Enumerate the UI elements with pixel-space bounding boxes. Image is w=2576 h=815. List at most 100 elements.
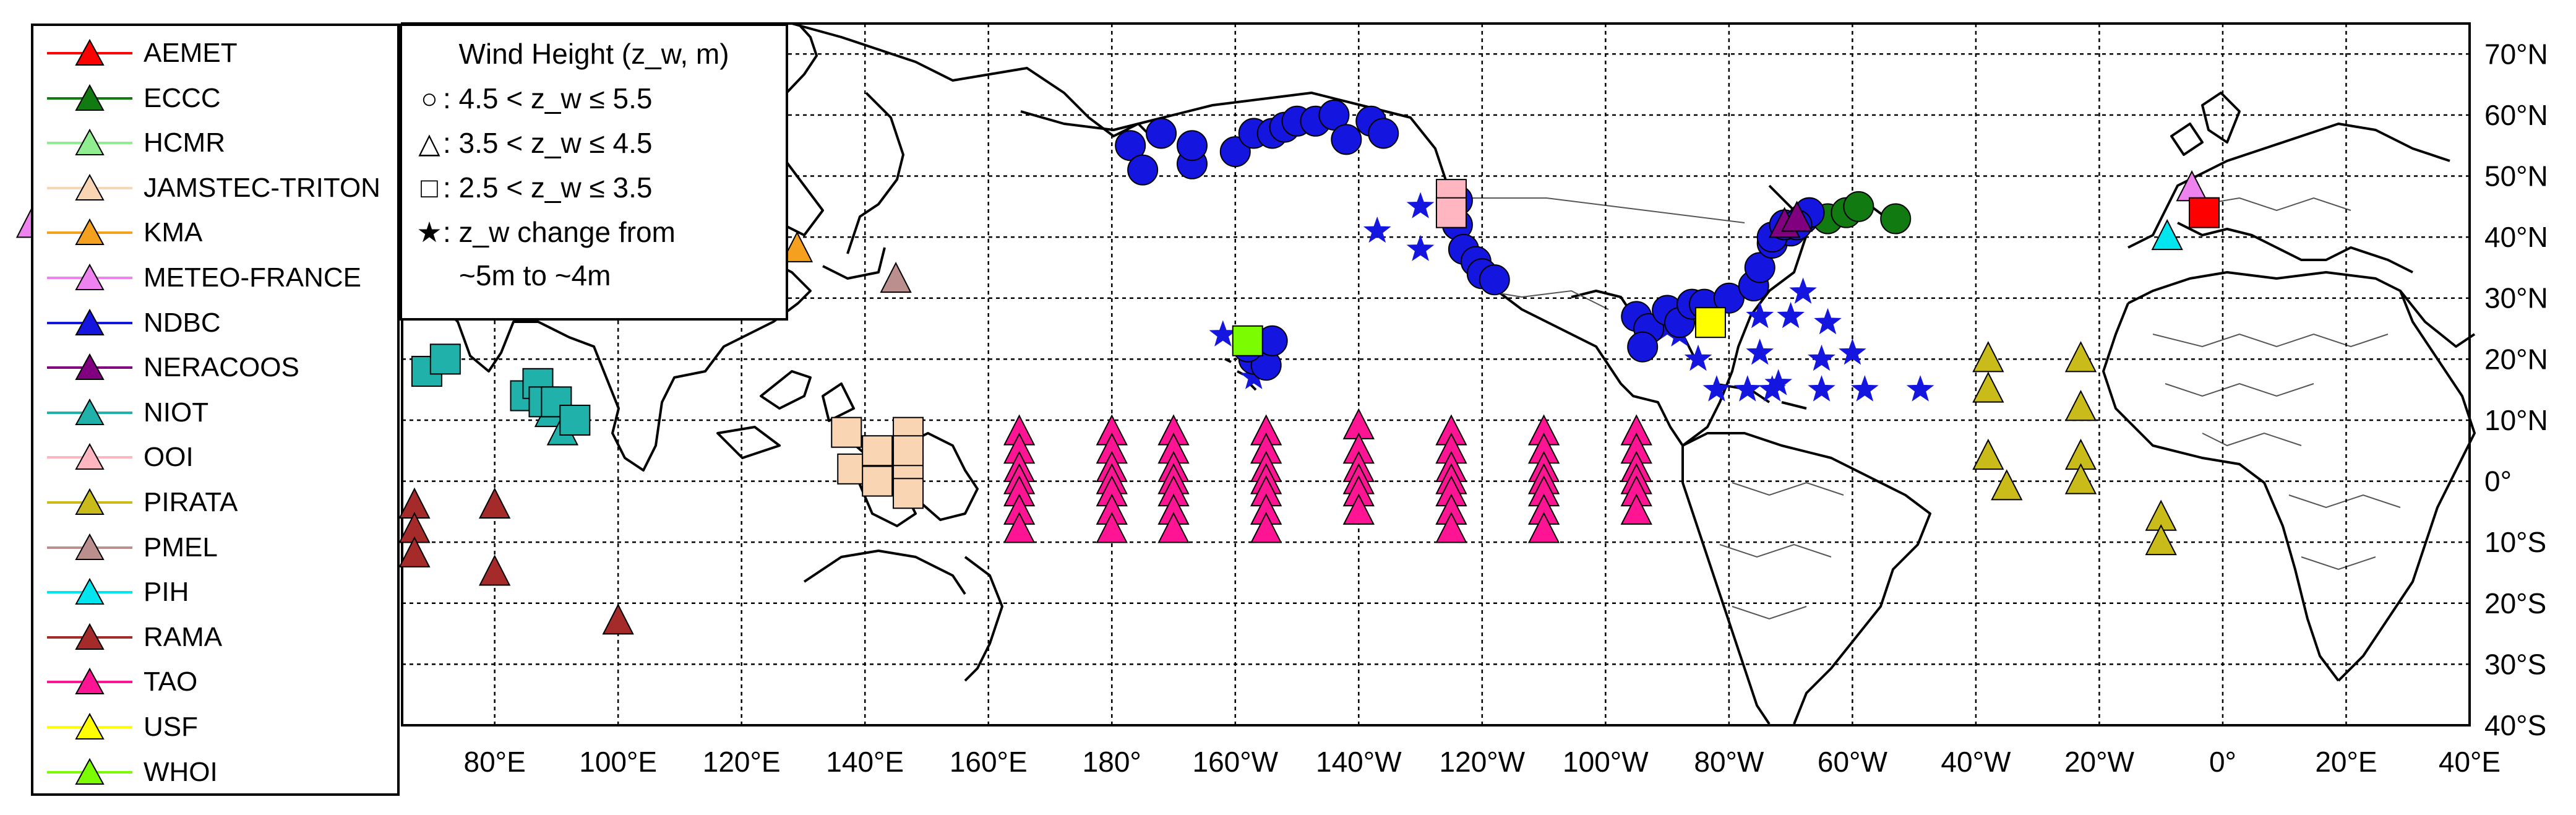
triangle-marker-icon [75,38,105,66]
station-marker-ndbc [1777,301,1805,329]
station-marker-rama [479,487,511,519]
network-legend: AEMET ECCC HCMR JAMSTEC-TRITON KMA METEO… [31,24,400,796]
station-marker-jamstec-triton [862,435,893,467]
station-marker-ndbc [1764,369,1793,395]
station-marker-ndbc [1115,130,1146,162]
station-marker-pirata [1972,438,2004,470]
station-marker-tao [1342,493,1375,525]
station-marker-pirata [1991,469,2023,501]
triangle-marker-icon [75,712,105,740]
station-marker-jamstec-triton [893,478,924,509]
station-marker-tao [1620,493,1652,525]
longitude-tick-label: 60°W [1818,746,1888,778]
station-marker-rama [479,554,511,586]
station-marker-ndbc [1146,118,1177,149]
station-marker-ndbc [1331,124,1362,155]
triangle-marker-icon [75,263,105,290]
station-marker-ndbc [1713,282,1745,314]
latitude-tick-label: 30°S [2484,648,2546,680]
legend-entry: KMA [33,210,397,255]
triangle-marker-icon [75,173,105,201]
station-marker-ndbc [1850,375,1879,402]
station-marker-aemet [2189,197,2220,228]
station-marker-ndbc [1219,136,1251,168]
station-marker-ndbc [1814,308,1842,335]
legend-entry: PMEL [33,525,397,570]
wind-height-row: △: 3.5 < z_w ≤ 4.5 [416,126,653,160]
longitude-tick-label: 180° [1083,746,1141,778]
station-marker-pirata [1972,341,2004,373]
wind-height-row: □: 2.5 < z_w ≤ 3.5 [416,171,653,204]
legend-label: NERACOOS [144,352,299,383]
triangle-marker-icon [75,757,105,785]
legend-entry: ECCC [33,76,397,121]
station-marker-ndbc [1906,375,1934,402]
legend-label: WHOI [144,756,218,787]
latitude-tick-label: 60°N [2484,99,2548,131]
legend-label: ECCC [144,82,221,113]
station-marker-eccc [1880,203,1912,235]
wind-height-row: ★: z_w change from [416,215,675,249]
legend-entry: WHOI [33,750,397,795]
latitude-tick-label: 20°N [2484,343,2548,375]
legend-label: METEO-FRANCE [144,262,361,293]
station-marker-jamstec-triton [862,465,893,497]
station-marker-ndbc [1368,118,1399,149]
wind-height-row: ○: 4.5 < z_w ≤ 5.5 [416,82,652,115]
latitude-tick-label: 70°N [2484,38,2548,70]
longitude-tick-label: 20°E [2315,746,2377,778]
longitude-tick-label: 0° [2209,746,2236,778]
station-marker-kma [781,231,814,262]
station-marker-tao [1435,512,1467,543]
legend-label: JAMSTEC-TRITON [144,172,380,203]
latitude-tick-label: 30°N [2484,282,2548,314]
legend-entry: PIRATA [33,480,397,525]
station-marker-tao [1003,512,1036,543]
longitude-tick-label: 100°W [1563,746,1649,778]
triangle-marker-icon [75,129,105,156]
legend-label: USF [144,712,198,742]
legend-entry: AEMET [33,31,397,75]
station-marker-ndbc [1406,235,1435,261]
wind-height-text: : 3.5 < z_w ≤ 4.5 [443,127,653,159]
station-marker-jamstec-triton [893,435,924,467]
triangle-marker-icon [75,398,105,425]
star-icon: ★ [416,216,442,248]
station-marker-rama [398,536,431,567]
legend-entry: PIH [33,570,397,614]
latitude-tick-label: 0° [2484,465,2512,498]
station-marker-ndbc [1746,339,1774,365]
wind-height-continuation: ~5m to ~4m [459,259,611,291]
station-marker-ndbc [1209,320,1237,347]
latitude-tick-label: 20°S [2484,587,2546,619]
station-marker-ooi [1435,197,1467,228]
longitude-tick-label: 20°W [2064,746,2135,778]
triangle-marker-icon [75,578,105,605]
legend-entry: NERACOOS [33,345,397,390]
legend-label: PIRATA [144,487,238,517]
square-icon: □ [421,171,438,204]
country-borders [1448,197,2401,620]
latitude-tick-label: 40°S [2484,709,2546,741]
triangle-marker-icon [75,353,105,381]
station-marker-rama [602,603,634,635]
legend-entry: METEO-FRANCE [33,256,397,300]
latitude-tick-label: 40°N [2484,221,2548,253]
longitude-tick-label: 40°W [1941,746,2011,778]
station-marker-pirata [2064,390,2097,421]
longitude-tick-label: 100°E [579,746,657,778]
longitude-tick-label: 80°W [1694,746,1764,778]
station-markers [15,99,2220,635]
longitude-tick-label: 40°E [2439,746,2501,778]
station-marker-ndbc [1406,192,1435,218]
legend-label: KMA [144,217,203,248]
station-marker-niot [429,343,461,375]
triangle-marker-icon [75,84,105,111]
station-marker-jamstec-triton [831,416,862,448]
legend-label: HCMR [144,127,225,158]
station-marker-pirata [2064,463,2097,494]
legend-entry: NDBC [33,301,397,345]
station-marker-ndbc [1684,344,1712,371]
station-marker-ndbc [1627,331,1659,363]
wind-height-text: : 2.5 < z_w ≤ 3.5 [443,171,653,204]
